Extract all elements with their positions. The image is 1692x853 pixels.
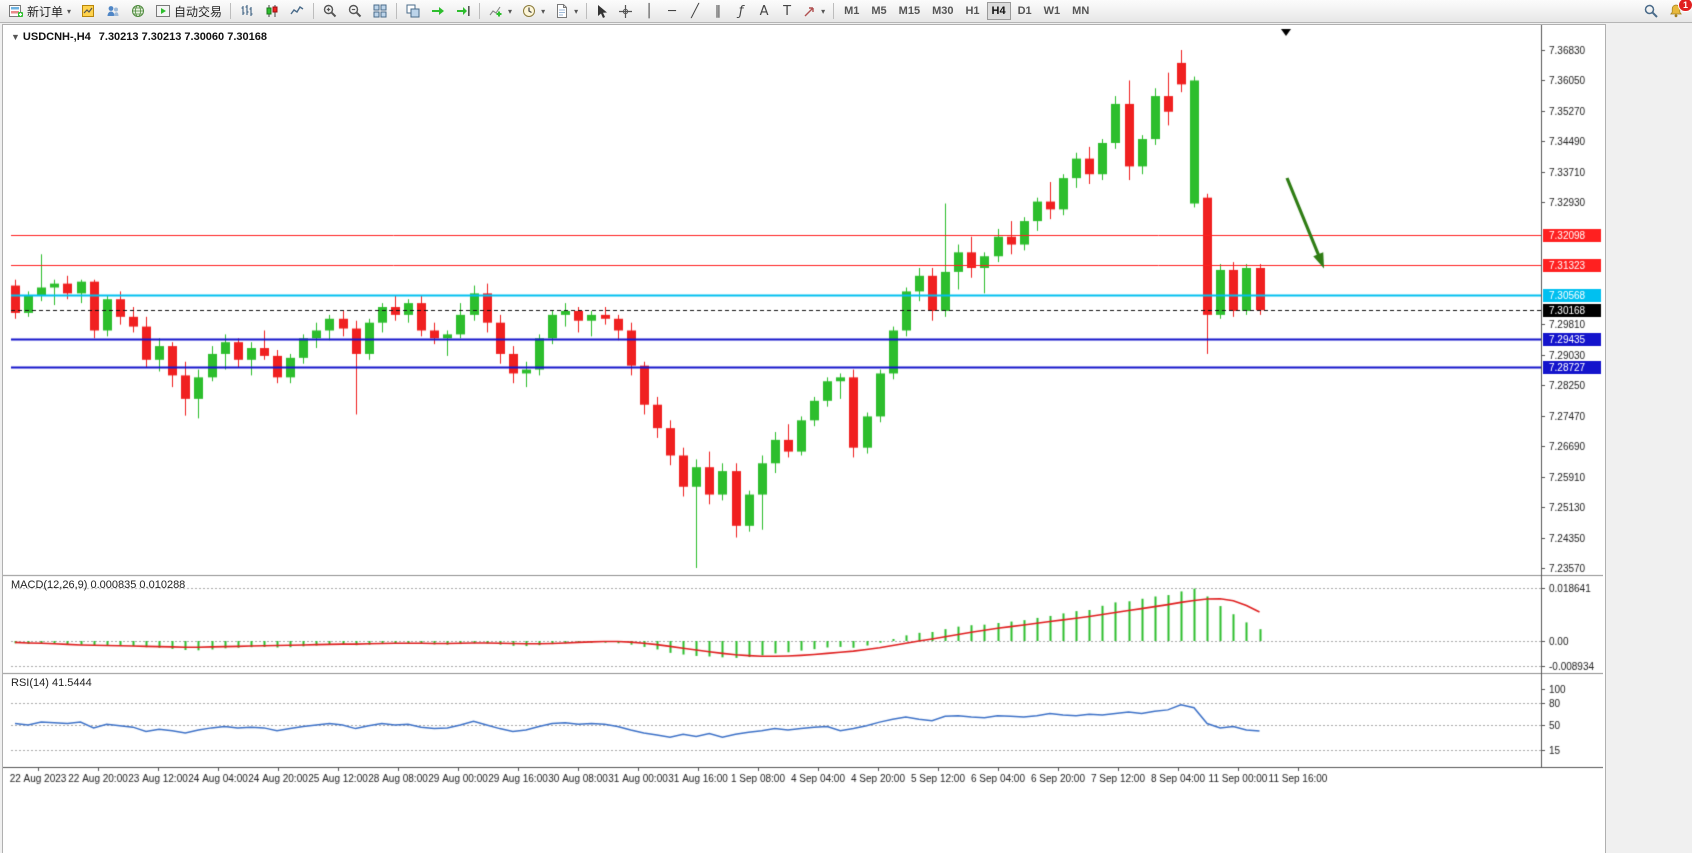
crosshair-tool-button[interactable]	[614, 1, 637, 21]
horizontal-line-tool-button[interactable]: ─	[661, 1, 683, 21]
channel-tool-button[interactable]: ∥	[707, 1, 729, 21]
chart-window: ▼ USDCNH-,H4 7.30213 7.30213 7.30060 7.301…	[2, 24, 1606, 853]
community-globe-icon	[132, 5, 145, 17]
auto-scroll-button[interactable]	[426, 1, 450, 21]
toolbar-separator	[313, 3, 315, 19]
new-order-button[interactable]: 新订单 ▾	[4, 1, 75, 21]
horizontal-line-icon: ─	[668, 3, 676, 19]
new-order-label: 新订单	[27, 4, 64, 19]
chevron-down-icon: ▾	[541, 6, 546, 16]
auto-trading-label: 自动交易	[174, 4, 223, 19]
toolbar-separator	[586, 3, 588, 19]
profiles-icon	[107, 6, 119, 16]
tab-timeframe-d1[interactable]: D1	[1013, 2, 1037, 20]
zoom-in-icon	[323, 4, 337, 18]
tab-timeframe-m15[interactable]: M15	[894, 2, 925, 20]
crosshair-icon	[619, 4, 633, 18]
chart-shift-icon	[457, 6, 470, 16]
chart-shift-button[interactable]	[451, 1, 475, 21]
fibonacci-icon: ƒ	[738, 3, 744, 19]
channel-icon: ∥	[714, 3, 722, 19]
arrange-windows-icon	[406, 4, 420, 18]
main-toolbar: 新订单 ▾	[0, 0, 1692, 23]
template-icon	[557, 4, 568, 18]
search-button[interactable]	[1639, 1, 1663, 21]
tile-windows-button[interactable]	[368, 1, 392, 21]
trendline-tool-button[interactable]: ╱	[684, 1, 706, 21]
auto-trading-icon	[156, 5, 171, 17]
new-chart-icon	[82, 5, 95, 17]
text-icon: A	[759, 3, 769, 19]
fibonacci-tool-button[interactable]: ƒ	[730, 1, 752, 21]
tab-timeframe-m5[interactable]: M5	[866, 2, 891, 20]
chevron-down-icon: ▾	[821, 6, 826, 16]
line-chart-icon	[290, 6, 304, 15]
zoom-out-icon	[348, 4, 362, 18]
notification-badge: 1	[1677, 0, 1692, 12]
search-icon	[1644, 4, 1658, 18]
line-chart-button[interactable]	[285, 1, 309, 21]
indicators-button[interactable]: ▾	[484, 1, 516, 21]
new-order-icon	[9, 5, 23, 17]
cursor-icon	[598, 4, 608, 18]
arrange-windows-button[interactable]	[401, 1, 425, 21]
zoom-in-button[interactable]	[318, 1, 342, 21]
tab-timeframe-m1[interactable]: M1	[839, 2, 864, 20]
candlestick-chart-button[interactable]	[260, 1, 284, 21]
tab-timeframe-mn[interactable]: MN	[1067, 2, 1094, 20]
templates-button[interactable]: ▾	[550, 1, 582, 21]
candlestick-icon	[266, 5, 278, 17]
auto-trading-button[interactable]: 自动交易	[151, 1, 226, 21]
trendline-icon: ╱	[691, 3, 699, 19]
chart-canvas[interactable]	[3, 25, 1603, 791]
tab-timeframe-h4[interactable]: H4	[986, 2, 1011, 20]
toolbar-separator	[230, 3, 232, 19]
chevron-down-icon: ▾	[574, 6, 579, 16]
vertical-line-icon: │	[645, 3, 653, 19]
profiles-button[interactable]	[101, 1, 125, 21]
bar-chart-icon	[241, 5, 253, 16]
tile-windows-icon	[373, 4, 387, 18]
bar-chart-button[interactable]	[235, 1, 259, 21]
tab-timeframe-w1[interactable]: W1	[1039, 2, 1066, 20]
timeframe-bar: M1 M5 M15 M30 H1 H4 D1 W1 MN	[838, 2, 1095, 20]
indicators-icon	[489, 6, 502, 17]
toolbar-separator	[479, 3, 481, 19]
notifications-button[interactable]: 1	[1664, 0, 1692, 21]
chevron-down-icon: ▾	[508, 6, 513, 16]
clock-icon	[523, 5, 536, 17]
community-button[interactable]	[126, 1, 150, 21]
text-tool-button[interactable]: A	[753, 1, 775, 21]
chevron-down-icon: ▾	[67, 6, 72, 16]
new-chart-button[interactable]	[76, 1, 100, 21]
label-icon: T	[783, 3, 792, 19]
auto-scroll-icon	[432, 7, 445, 15]
label-tool-button[interactable]: T	[776, 1, 798, 21]
toolbar-separator	[833, 3, 835, 19]
vertical-line-tool-button[interactable]: │	[638, 1, 660, 21]
shapes-tool-button[interactable]: ▾	[799, 1, 829, 21]
toolbar-separator	[396, 3, 398, 19]
arrow-shape-icon	[804, 7, 814, 17]
workspace: ▼ USDCNH-,H4 7.30213 7.30213 7.30060 7.301…	[0, 23, 1692, 853]
zoom-out-button[interactable]	[343, 1, 367, 21]
cursor-tool-button[interactable]	[591, 1, 613, 21]
periods-button[interactable]: ▾	[517, 1, 549, 21]
tab-timeframe-h1[interactable]: H1	[960, 2, 984, 20]
tab-timeframe-m30[interactable]: M30	[927, 2, 958, 20]
